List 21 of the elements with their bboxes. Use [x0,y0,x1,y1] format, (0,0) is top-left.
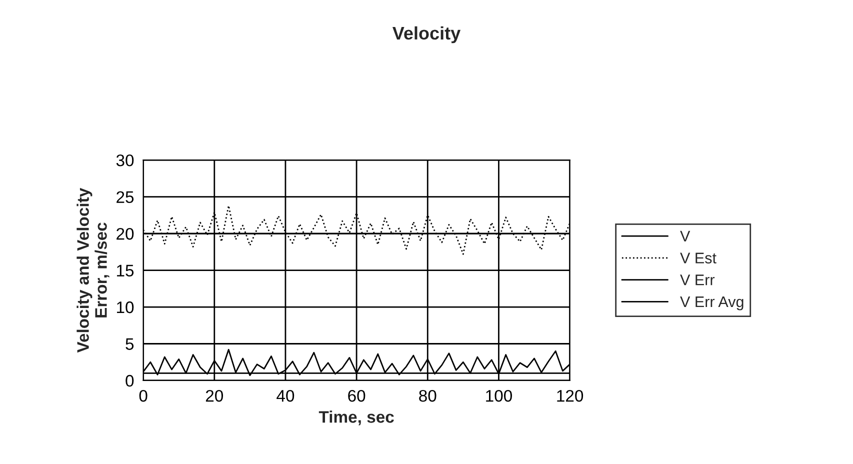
legend-label: V Err [680,274,715,286]
x-tick-label: 20 [206,390,224,402]
y-tick-label: 25 [116,191,134,204]
y-tick-label: 30 [116,154,134,166]
x-tick-label: 60 [348,390,366,402]
x-tick-label: 40 [276,390,294,402]
y-tick-label: 15 [117,264,134,276]
legend-label: V Err Avg [680,296,744,310]
x-tick-label: 0 [139,390,148,402]
y-axis-title: Velocity and Velocity Error, m/sec [76,188,110,353]
y-tick-label: 5 [126,338,134,350]
chart-title: Velocity [392,26,461,44]
x-axis-title: Time, sec [318,410,394,426]
y-tick-label: 0 [126,374,134,387]
x-tick-label: 120 [557,390,584,402]
legend-label: V [680,230,690,242]
legend-label: V Est [680,252,716,264]
x-tick-label: 100 [486,390,512,402]
y-tick-label: 20 [116,228,134,240]
y-tick-label: 10 [117,301,134,314]
x-tick-label: 80 [419,390,436,402]
